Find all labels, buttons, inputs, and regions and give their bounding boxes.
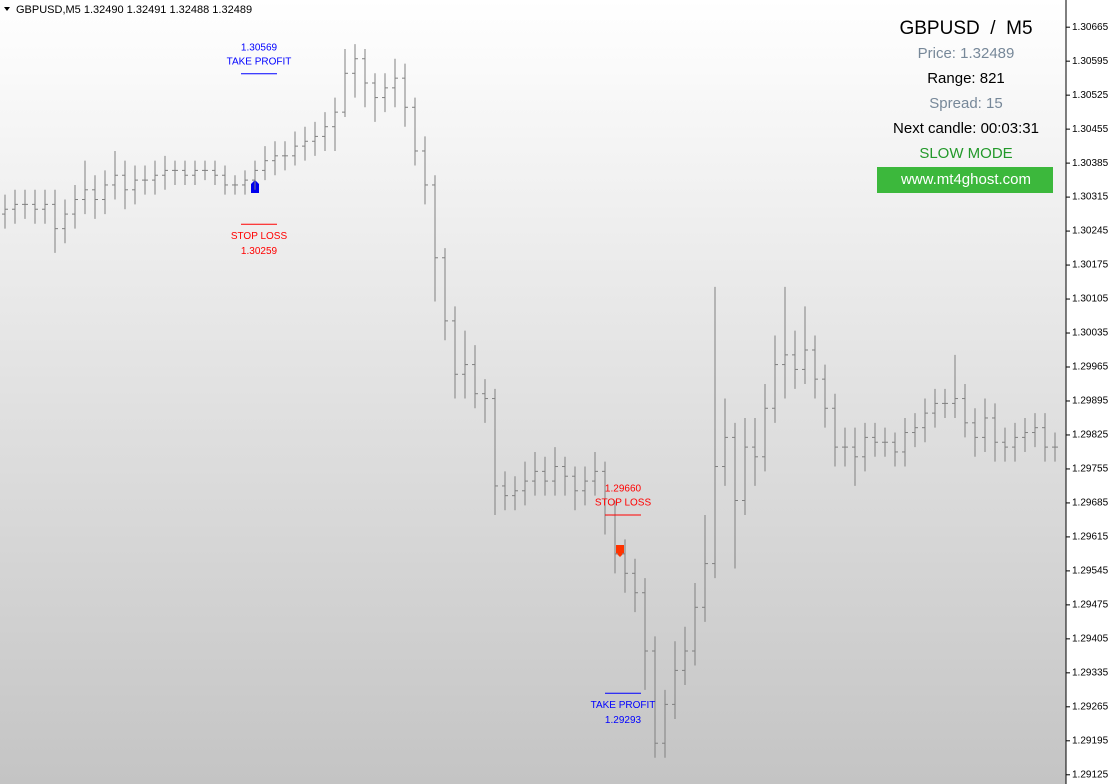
level-label: STOP LOSS [231, 231, 288, 242]
panel-title: GBPUSD / M5 [899, 18, 1032, 39]
sell-arrow [612, 545, 628, 557]
y-tick-label: 1.30035 [1072, 328, 1109, 339]
level-price: 1.30569 [241, 42, 278, 53]
plot-area [0, 0, 1066, 784]
y-tick-label: 1.29335 [1072, 667, 1109, 678]
y-tick-label: 1.29755 [1072, 464, 1109, 475]
chart-title: GBPUSD,M5 1.32490 1.32491 1.32488 1.3248… [16, 4, 252, 16]
level-price: 1.29293 [605, 715, 642, 726]
y-tick-label: 1.29825 [1072, 430, 1109, 441]
y-tick-label: 1.30595 [1072, 56, 1109, 67]
y-tick-label: 1.29405 [1072, 633, 1109, 644]
y-tick-label: 1.29475 [1072, 600, 1109, 611]
y-tick-label: 1.29545 [1072, 566, 1109, 577]
y-tick-label: 1.30525 [1072, 90, 1109, 101]
panel-text: SLOW MODE [919, 145, 1012, 162]
level-label: TAKE PROFIT [227, 56, 292, 67]
price-axis [1066, 0, 1111, 784]
y-tick-label: 1.29125 [1072, 769, 1109, 780]
level-label: TAKE PROFIT [591, 700, 656, 711]
panel-text: Price: 1.32489 [918, 45, 1015, 62]
y-tick-label: 1.29615 [1072, 532, 1109, 543]
level-label: STOP LOSS [595, 498, 652, 509]
panel-text: Range: 821 [927, 70, 1005, 87]
y-tick-label: 1.30245 [1072, 226, 1109, 237]
y-tick-label: 1.29195 [1072, 735, 1109, 746]
website-button[interactable] [877, 167, 1053, 193]
y-tick-label: 1.30315 [1072, 192, 1109, 203]
panel-text: Spread: 15 [929, 95, 1002, 112]
y-tick-label: 1.29685 [1072, 498, 1109, 509]
panel-text: www.mt4ghost.com [900, 171, 1031, 188]
y-tick-label: 1.29895 [1072, 396, 1109, 407]
y-tick-label: 1.30455 [1072, 124, 1109, 135]
level-price: 1.29660 [605, 484, 642, 495]
y-tick-label: 1.30385 [1072, 158, 1109, 169]
level-price: 1.30259 [241, 246, 278, 257]
menu-arrow [4, 7, 10, 11]
y-tick-label: 1.30105 [1072, 294, 1109, 305]
y-tick-label: 1.30175 [1072, 260, 1109, 271]
panel-text: Next candle: 00:03:31 [893, 120, 1039, 137]
y-tick-label: 1.30665 [1072, 22, 1109, 33]
y-tick-label: 1.29965 [1072, 362, 1109, 373]
y-tick-label: 1.29265 [1072, 701, 1109, 712]
